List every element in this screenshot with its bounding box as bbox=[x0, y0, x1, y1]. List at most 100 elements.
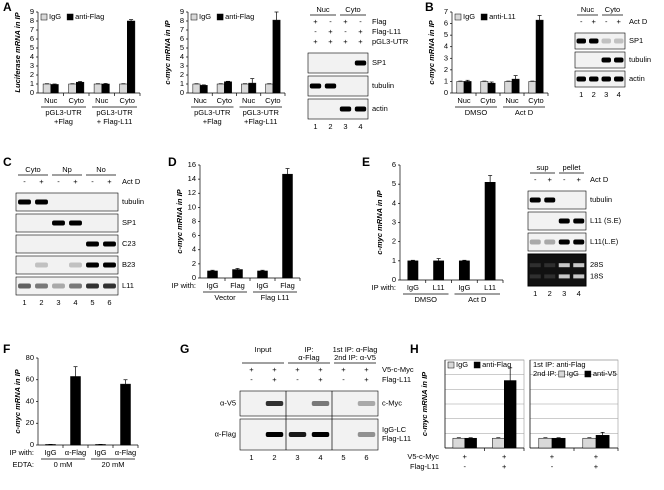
y-tick-label: 6 bbox=[392, 160, 396, 169]
blot-band bbox=[601, 76, 611, 82]
y-axis-label: Luciferase mRNA in IP bbox=[13, 11, 22, 92]
y-tick-label: 10 bbox=[188, 202, 196, 211]
blot-header: sup bbox=[536, 163, 548, 172]
bar bbox=[120, 383, 131, 446]
legend-swatch bbox=[216, 13, 224, 21]
group-label: 20 mM bbox=[102, 460, 125, 469]
treatment-mark: + bbox=[318, 375, 323, 384]
blot-band bbox=[52, 283, 65, 289]
blot-header: Cyto bbox=[25, 165, 40, 174]
treatment-mark: + bbox=[107, 177, 112, 186]
group-label: DMSO bbox=[465, 108, 488, 117]
bar bbox=[192, 83, 201, 94]
lane-number: 2 bbox=[548, 289, 552, 298]
treatment-mark: + bbox=[73, 177, 78, 186]
gel-band bbox=[544, 274, 556, 279]
y-tick-label: 2 bbox=[392, 237, 396, 246]
blot-band bbox=[601, 57, 611, 63]
blot-header: Np bbox=[62, 165, 72, 174]
y-tick-label: 5 bbox=[392, 179, 396, 188]
y-tick-label: 4 bbox=[444, 42, 448, 51]
y-axis-label: c-myc mRNA in IP bbox=[163, 19, 172, 84]
treatment-mark: + bbox=[364, 375, 369, 384]
treatment-mark: - bbox=[342, 375, 345, 384]
group-label: pGL3-UTR bbox=[45, 108, 82, 117]
bar bbox=[101, 83, 110, 94]
band-label: actin bbox=[629, 74, 645, 83]
x-tick-label: Cyto bbox=[69, 96, 84, 105]
lane-number: 3 bbox=[562, 289, 566, 298]
group-label: Vector bbox=[214, 293, 236, 302]
bar bbox=[216, 83, 225, 94]
blot-panel bbox=[574, 32, 626, 50]
blot-band bbox=[576, 76, 586, 82]
y-tick-label: 1 bbox=[392, 256, 396, 265]
band-label: tubulin bbox=[122, 197, 144, 206]
treatment-mark: + bbox=[295, 365, 300, 374]
legend-label: anti-Flag bbox=[482, 360, 511, 369]
blot-panel bbox=[574, 70, 626, 88]
lane-number: 1 bbox=[313, 122, 317, 131]
lane-number: 2 bbox=[592, 90, 596, 99]
blot-band bbox=[357, 432, 376, 437]
legend-label: anti-Flag bbox=[225, 12, 254, 21]
blot-band bbox=[69, 220, 82, 226]
bar bbox=[282, 173, 293, 279]
bar bbox=[582, 437, 597, 449]
legend-label: IgG bbox=[463, 12, 475, 21]
blot-band bbox=[309, 83, 322, 89]
panel-letter: D bbox=[168, 155, 177, 169]
group-label: pGL3-UTR bbox=[194, 108, 231, 117]
treatment-mark: - bbox=[296, 375, 299, 384]
bar bbox=[248, 82, 257, 94]
blot-band bbox=[544, 197, 556, 203]
group-label: DMSO bbox=[415, 295, 438, 304]
treatment-mark: - bbox=[91, 177, 94, 186]
treatment-mark: + bbox=[328, 27, 333, 36]
treatment-mark: + bbox=[358, 37, 363, 46]
bar bbox=[42, 83, 51, 94]
bar bbox=[241, 83, 249, 94]
x-tick-label: Cyto bbox=[217, 96, 232, 105]
y-tick-label: 16 bbox=[188, 160, 196, 169]
bar bbox=[511, 78, 520, 94]
band-label: Flag-L11 bbox=[382, 434, 411, 443]
bar bbox=[272, 19, 281, 94]
y-tick-label: 9 bbox=[30, 7, 34, 16]
y-tick-label: 7 bbox=[30, 25, 34, 34]
blot-panel bbox=[527, 232, 587, 252]
lane-number: 3 bbox=[295, 453, 299, 462]
group-label: Act D bbox=[515, 108, 534, 117]
blot-header: IP: bbox=[304, 345, 313, 354]
blot-band bbox=[558, 239, 570, 245]
x-tick-label: Flag bbox=[280, 281, 295, 290]
band-label: tubulin bbox=[372, 81, 394, 90]
blot-panel bbox=[307, 98, 369, 120]
legend-label: IgG bbox=[199, 12, 211, 21]
group-label: +Flag bbox=[54, 117, 73, 126]
blot-band bbox=[354, 106, 367, 112]
treatment-mark: + bbox=[548, 175, 553, 184]
x-tick-label: Nuc bbox=[457, 96, 471, 105]
y-tick-label: 0 bbox=[444, 88, 448, 97]
bar bbox=[456, 81, 465, 94]
gel-band bbox=[544, 263, 556, 268]
group-label: 0 mM bbox=[54, 460, 73, 469]
band-label: actin bbox=[372, 104, 388, 113]
x-tick-label: Nuc bbox=[242, 96, 256, 105]
blot-band bbox=[18, 199, 31, 205]
legend-swatch bbox=[584, 370, 592, 378]
group-prefix: EDTA: bbox=[12, 460, 34, 469]
blot-panel bbox=[527, 211, 587, 231]
blot-band bbox=[529, 197, 541, 203]
legend-swatch bbox=[40, 13, 48, 21]
blot-band bbox=[558, 218, 570, 224]
x-tick-label: IgG bbox=[458, 283, 470, 292]
blot-band bbox=[69, 283, 82, 289]
y-tick-label: 8 bbox=[30, 16, 34, 25]
y-tick-label: 20 bbox=[26, 418, 34, 427]
y-tick-label: 0 bbox=[30, 440, 34, 449]
treatment-mark: + bbox=[272, 375, 277, 384]
blot-band bbox=[103, 283, 116, 289]
